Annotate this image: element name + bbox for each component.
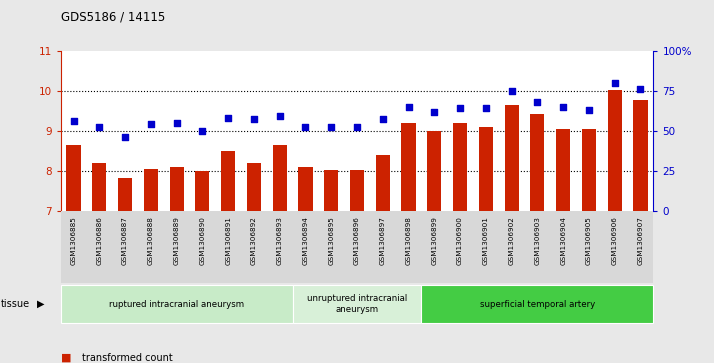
- Bar: [298, 167, 313, 211]
- Text: GSM1306901: GSM1306901: [483, 216, 489, 265]
- Text: GSM1306886: GSM1306886: [96, 216, 102, 265]
- Point: [351, 125, 363, 130]
- Bar: [376, 155, 390, 211]
- Bar: [92, 163, 106, 211]
- Text: tissue: tissue: [1, 299, 30, 309]
- Text: GSM1306891: GSM1306891: [225, 216, 231, 265]
- Point: [480, 105, 491, 111]
- Bar: [61, 285, 293, 323]
- Point: [428, 109, 440, 114]
- Bar: [273, 144, 287, 211]
- Text: unruptured intracranial
aneurysm: unruptured intracranial aneurysm: [307, 294, 407, 314]
- Bar: [350, 170, 364, 211]
- Point: [403, 104, 414, 110]
- Point: [300, 125, 311, 130]
- Bar: [608, 90, 622, 211]
- Point: [326, 125, 337, 130]
- Text: ■: ■: [61, 352, 71, 363]
- Text: GDS5186 / 14115: GDS5186 / 14115: [61, 11, 165, 24]
- Bar: [293, 285, 421, 323]
- Point: [248, 117, 260, 122]
- Text: GSM1306897: GSM1306897: [380, 216, 386, 265]
- Text: GSM1306894: GSM1306894: [303, 216, 308, 265]
- Bar: [196, 171, 209, 211]
- Text: GSM1306890: GSM1306890: [199, 216, 206, 265]
- Bar: [247, 163, 261, 211]
- Point: [454, 105, 466, 111]
- Text: GSM1306896: GSM1306896: [354, 216, 360, 265]
- Point: [506, 88, 518, 94]
- Text: GSM1306888: GSM1306888: [148, 216, 154, 265]
- Point: [145, 121, 156, 127]
- Point: [94, 125, 105, 130]
- Bar: [505, 105, 518, 211]
- Point: [583, 107, 595, 113]
- Point: [196, 128, 208, 134]
- Text: GSM1306902: GSM1306902: [508, 216, 515, 265]
- Text: GSM1306885: GSM1306885: [71, 216, 76, 265]
- Text: GSM1306887: GSM1306887: [122, 216, 128, 265]
- Text: GSM1306889: GSM1306889: [174, 216, 180, 265]
- Point: [274, 113, 286, 119]
- Text: GSM1306907: GSM1306907: [638, 216, 643, 265]
- Text: GSM1306904: GSM1306904: [560, 216, 566, 265]
- Bar: [427, 131, 441, 211]
- Text: GSM1306895: GSM1306895: [328, 216, 334, 265]
- Text: GSM1306892: GSM1306892: [251, 216, 257, 265]
- Text: GSM1306899: GSM1306899: [431, 216, 437, 265]
- Bar: [118, 178, 132, 211]
- Bar: [479, 127, 493, 211]
- Bar: [221, 151, 235, 211]
- Text: GSM1306903: GSM1306903: [534, 216, 540, 265]
- Text: GSM1306906: GSM1306906: [612, 216, 618, 265]
- Bar: [324, 170, 338, 211]
- Bar: [169, 167, 183, 211]
- Text: transformed count: transformed count: [82, 352, 173, 363]
- Text: GSM1306898: GSM1306898: [406, 216, 411, 265]
- Bar: [401, 123, 416, 211]
- Text: GSM1306900: GSM1306900: [457, 216, 463, 265]
- Bar: [421, 285, 653, 323]
- Text: superficial temporal artery: superficial temporal artery: [480, 299, 595, 309]
- Point: [377, 117, 388, 122]
- Point: [119, 134, 131, 140]
- Point: [635, 86, 646, 92]
- Bar: [66, 144, 81, 211]
- Point: [223, 115, 234, 121]
- Point: [609, 80, 620, 86]
- Bar: [556, 129, 570, 211]
- Bar: [531, 114, 545, 211]
- Point: [68, 118, 79, 124]
- Bar: [144, 168, 158, 211]
- Point: [558, 104, 569, 110]
- Text: ruptured intracranial aneurysm: ruptured intracranial aneurysm: [109, 299, 244, 309]
- Bar: [633, 99, 648, 211]
- Point: [171, 120, 182, 126]
- Bar: [582, 129, 596, 211]
- Point: [532, 99, 543, 105]
- Text: GSM1306905: GSM1306905: [586, 216, 592, 265]
- Text: ▶: ▶: [37, 299, 45, 309]
- Text: GSM1306893: GSM1306893: [277, 216, 283, 265]
- Bar: [453, 123, 467, 211]
